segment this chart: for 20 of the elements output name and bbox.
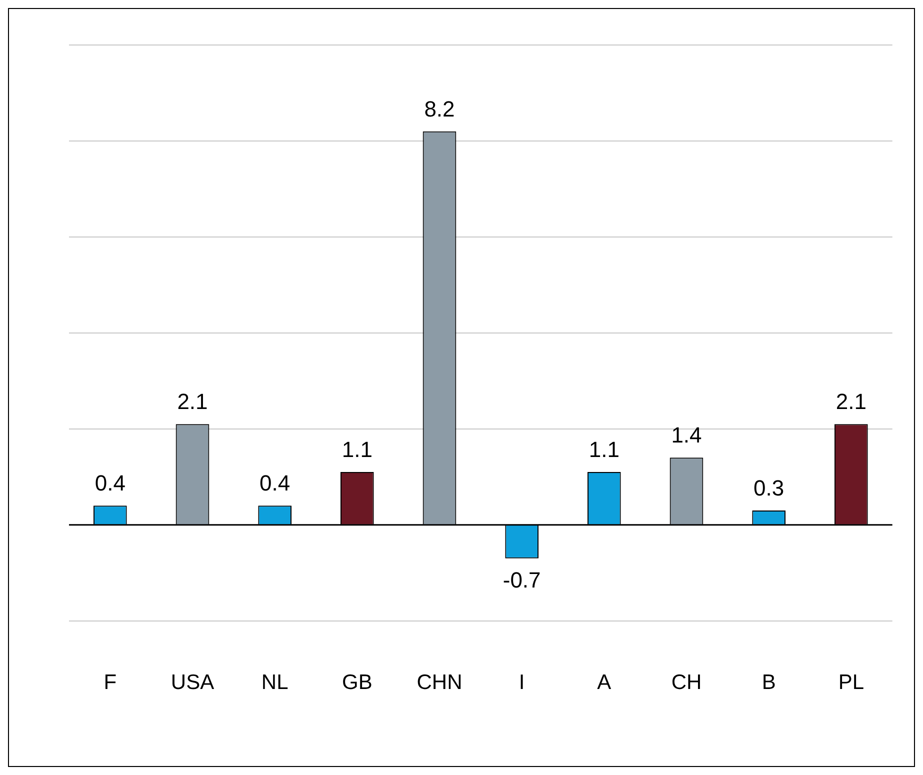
data-label: 2.1 xyxy=(836,389,866,414)
data-label: 0.4 xyxy=(260,470,290,496)
data-label: 1.4 xyxy=(671,422,702,448)
x-tick-label: CHN xyxy=(416,671,462,694)
data-label: 0.4 xyxy=(94,470,126,496)
x-tick-label: PL xyxy=(838,671,864,694)
x-tick-label: F xyxy=(104,671,117,694)
data-label: -0.7 xyxy=(502,567,541,592)
data-label: 0.3 xyxy=(754,476,784,500)
data-label: 8.2 xyxy=(424,96,455,122)
x-tick-label: A xyxy=(597,671,612,694)
data-label: 1.1 xyxy=(342,437,372,462)
x-tick-label: CH xyxy=(671,671,702,694)
x-tick-label: B xyxy=(762,671,776,694)
data-label: 2.1 xyxy=(177,389,208,414)
x-tick-label: I xyxy=(518,671,525,694)
x-tick-label: NL xyxy=(261,671,288,694)
x-tick-label: GB xyxy=(342,671,372,694)
x-tick-label: USA xyxy=(170,671,214,694)
data-label: 1.1 xyxy=(588,437,620,462)
